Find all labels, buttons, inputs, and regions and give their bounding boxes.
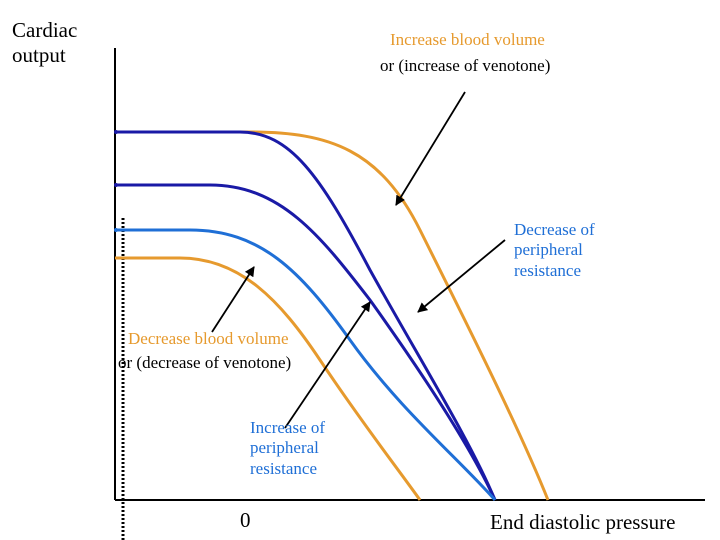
annotation-increase-volume-title: Increase blood volume xyxy=(390,30,545,49)
annotation-decrease-volume-title: Decrease blood volume xyxy=(128,329,289,348)
annotation-decrease-venotone: or (decrease of venotone) xyxy=(118,353,292,372)
annotation-increase-resistance: Increase of peripheral resistance xyxy=(250,418,325,479)
annotation-line: resistance xyxy=(250,458,318,478)
curve-increased-resistance xyxy=(115,228,497,501)
annotation-increase-venotone: or (increase of venotone) xyxy=(380,56,551,75)
annotation-line: peripheral xyxy=(250,438,319,458)
curve-increased-volume xyxy=(115,130,550,501)
annotation-decrease-resistance: Decrease of peripheral resistance xyxy=(514,220,595,281)
curve-decreased-resistance xyxy=(115,130,497,501)
arrow-decrease-resistance xyxy=(417,239,506,313)
curve-start-dot xyxy=(114,130,118,134)
x-axis-label: End diastolic pressure xyxy=(490,510,676,534)
y-axis-label-line1: Cardiac xyxy=(12,18,78,42)
arrow-increase-volume xyxy=(395,91,466,206)
annotation-line: Decrease of xyxy=(514,220,595,239)
arrow-decrease-volume xyxy=(211,266,255,333)
annotation-line: Increase of xyxy=(250,418,326,437)
annotation-line: peripheral xyxy=(514,240,583,260)
arrow-increase-resistance xyxy=(284,301,371,429)
origin-label: 0 xyxy=(240,508,251,532)
annotation-line: resistance xyxy=(514,260,582,280)
curve-normal xyxy=(115,183,497,501)
curve-start-dot xyxy=(114,183,118,187)
y-axis-label: Cardiac output xyxy=(12,18,77,68)
curve-decreased-volume xyxy=(115,256,422,501)
curve-start-dot xyxy=(114,228,118,232)
y-axis-label-line2: output xyxy=(12,43,66,68)
